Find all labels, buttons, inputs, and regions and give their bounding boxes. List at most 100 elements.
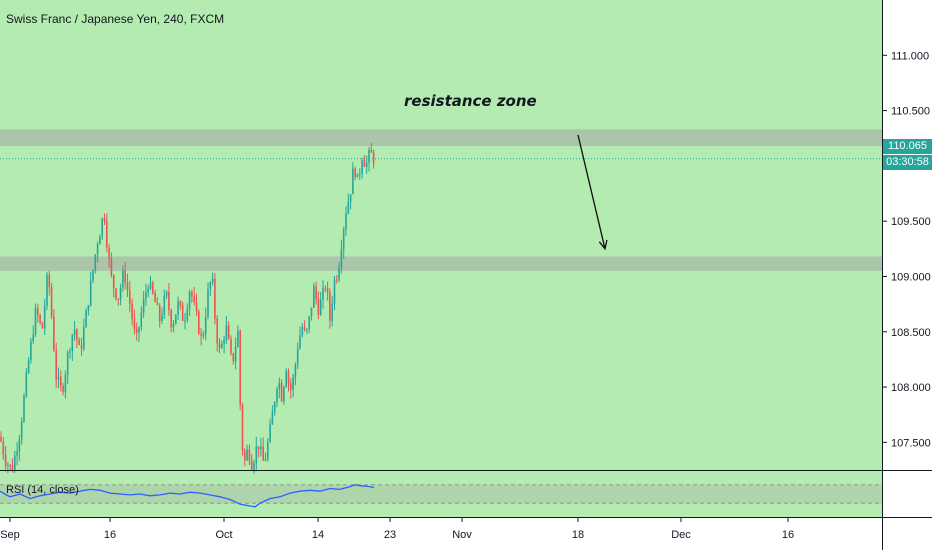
candle-body — [41, 322, 44, 329]
candle-body — [319, 299, 322, 315]
candle-body — [223, 339, 225, 345]
y-tick-label: 107.500 — [891, 437, 931, 449]
candle-body — [292, 377, 294, 390]
time-axis-background — [0, 518, 932, 550]
rsi-band — [0, 484, 882, 504]
candle-body — [195, 301, 198, 312]
candle-body — [218, 343, 221, 348]
candle-body — [230, 338, 232, 354]
candle-body — [0, 436, 2, 442]
candle-body — [301, 327, 304, 336]
candle-body — [193, 296, 195, 302]
y-tick-label: 110.500 — [891, 106, 930, 118]
candle-body — [244, 450, 246, 461]
candle-body — [294, 364, 297, 378]
x-tick-label: 16 — [782, 529, 794, 541]
candle-body — [308, 316, 310, 330]
candle-body — [225, 325, 228, 340]
candle-body — [299, 335, 301, 349]
candle-body — [280, 382, 283, 402]
candle-body — [4, 454, 7, 466]
x-tick-label: 14 — [312, 529, 324, 541]
candle-body — [285, 371, 287, 388]
candle-body — [237, 330, 239, 348]
candle-body — [2, 441, 5, 455]
candle-body — [372, 152, 375, 164]
candle-body — [156, 302, 159, 306]
candle-body — [76, 329, 78, 341]
candle-body — [7, 464, 9, 466]
candle-body — [53, 316, 55, 351]
candle-body — [18, 439, 21, 452]
candle-body — [25, 372, 28, 396]
candle-body — [112, 274, 115, 289]
candle-body — [368, 149, 370, 163]
rsi-indicator-label[interactable]: RSI (14, close) — [6, 484, 79, 496]
price-zone-0[interactable] — [0, 129, 882, 146]
candle-body — [248, 449, 251, 461]
candle-body — [133, 318, 136, 329]
candle-body — [184, 320, 186, 322]
candle-body — [241, 405, 244, 451]
candle-body — [287, 371, 290, 384]
x-tick-label: Nov — [452, 529, 472, 541]
candle-body — [163, 295, 166, 316]
candle-body — [313, 285, 315, 308]
candle-body — [246, 449, 248, 461]
x-tick-label: 23 — [384, 529, 396, 541]
candle-body — [9, 464, 11, 466]
candle-body — [96, 244, 99, 255]
y-tick-label: 111.000 — [891, 50, 929, 62]
candle-body — [172, 324, 175, 328]
candle-body — [99, 236, 101, 245]
candle-body — [48, 275, 51, 288]
candle-body — [322, 288, 324, 300]
candle-body — [94, 254, 97, 270]
candle-body — [60, 376, 62, 386]
candle-body — [73, 329, 76, 335]
candle-body — [140, 312, 143, 328]
candle-body — [324, 288, 327, 290]
candle-body — [89, 280, 92, 306]
y-tick-label: 109.500 — [891, 216, 931, 228]
candle-body — [370, 149, 373, 153]
candle-body — [345, 213, 347, 230]
x-tick-label: 16 — [104, 529, 116, 541]
main-pane-background — [0, 0, 882, 470]
candle-body — [271, 412, 274, 425]
candle-body — [354, 168, 356, 178]
price-axis-background — [883, 0, 932, 550]
candle-body — [214, 278, 216, 319]
candle-body — [303, 327, 306, 330]
candle-body — [336, 279, 338, 281]
candle-body — [165, 291, 168, 296]
candle-body — [55, 350, 57, 380]
candle-body — [200, 333, 202, 336]
candle-body — [317, 299, 320, 315]
candle-body — [329, 292, 331, 321]
resistance-zone-label: resistance zone — [404, 92, 537, 110]
candle-body — [232, 353, 235, 362]
candle-body — [85, 310, 87, 328]
candle-body — [352, 168, 354, 195]
candle-body — [126, 282, 129, 291]
candle-body — [108, 247, 110, 259]
candle-body — [191, 291, 193, 297]
candle-body — [186, 308, 189, 321]
candle-body — [179, 301, 182, 306]
candle-body — [30, 341, 32, 361]
candle-body — [14, 455, 16, 472]
arrow-shaft[interactable] — [577, 134, 606, 249]
candle-body — [264, 458, 267, 461]
y-tick-label: 108.000 — [891, 382, 931, 394]
candle-body — [23, 395, 25, 422]
price-zone-1[interactable] — [0, 256, 882, 271]
candle-body — [57, 376, 60, 380]
candle-body — [135, 328, 138, 333]
rsi-line — [0, 484, 375, 508]
candle-body — [129, 290, 131, 304]
candle-body — [338, 267, 340, 280]
last-price-tag: 110.065 — [883, 139, 932, 154]
